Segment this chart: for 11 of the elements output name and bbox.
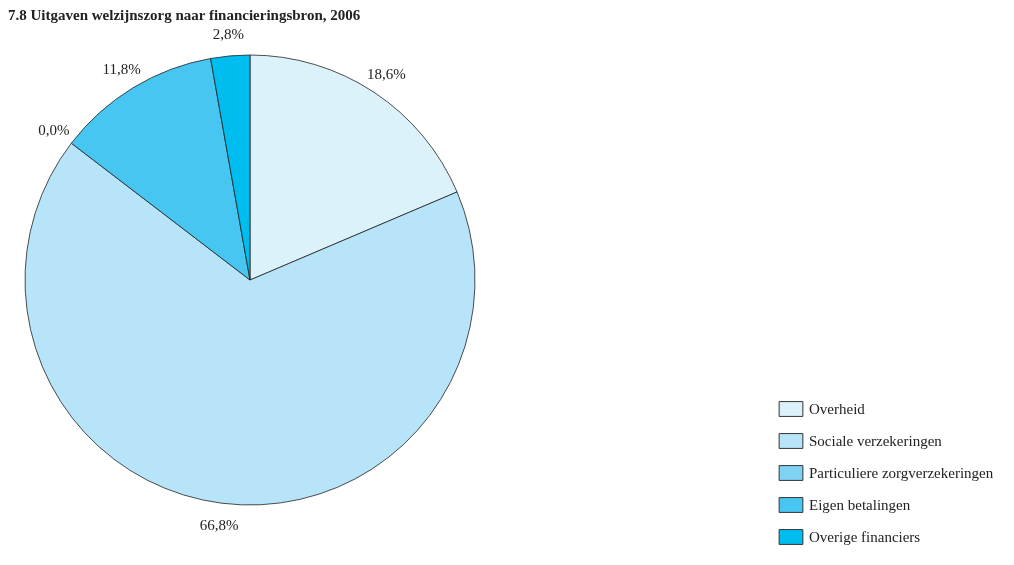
data-label: 11,8% — [102, 60, 141, 77]
data-label: 2,8% — [212, 25, 244, 42]
legend-label: Sociale verzekeringen — [809, 433, 943, 449]
legend-label: Overheid — [809, 401, 866, 417]
data-label: 66,8% — [199, 517, 239, 534]
data-label: 18,6% — [366, 65, 406, 82]
text: 0,0% — [38, 121, 70, 138]
legend-label: Particuliere zorgverzekeringen — [809, 465, 994, 481]
chart-title: 7.8 Uitgaven welzijnszorg naar financieringsbron, 2006 — [8, 6, 361, 23]
legend-label: Eigen betalingen — [809, 497, 911, 513]
legend-label: Overige financiers — [809, 529, 921, 545]
